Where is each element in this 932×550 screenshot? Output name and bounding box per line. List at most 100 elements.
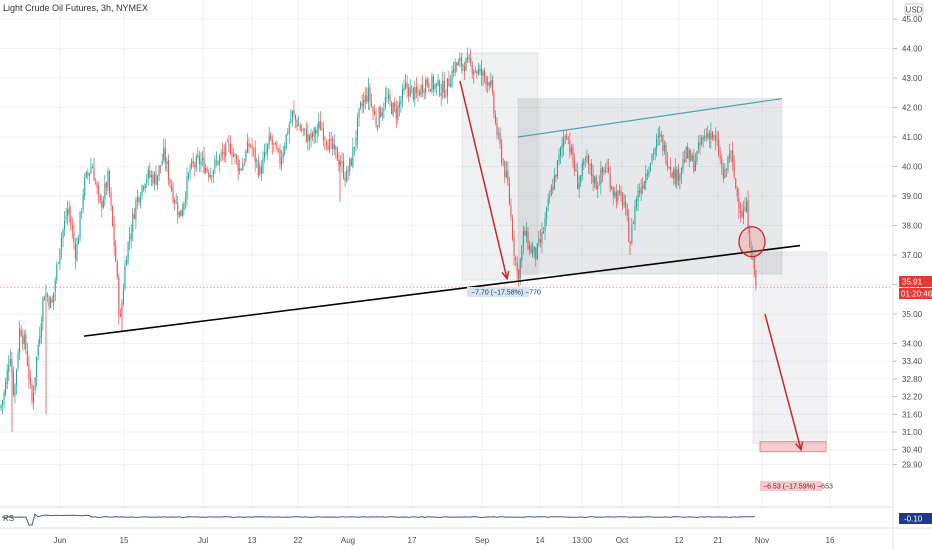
y-tick-label: 31.00: [902, 428, 923, 437]
candle-body: [104, 183, 106, 199]
candle-body: [164, 148, 166, 164]
candle-body: [494, 114, 496, 123]
candle-body: [611, 186, 613, 190]
candle-body: [150, 175, 152, 178]
arrow-shaft[interactable]: [764, 313, 802, 450]
candle-body: [178, 211, 180, 217]
candle-body: [527, 231, 529, 249]
candle-body: [70, 215, 72, 225]
candle-body: [535, 247, 537, 259]
candle-body: [405, 83, 407, 88]
candle-body: [642, 185, 644, 189]
candle-body: [383, 108, 385, 111]
candle-body: [353, 146, 355, 149]
candles[interactable]: [0, 47, 757, 432]
candle-body: [550, 186, 552, 197]
candle-body: [330, 139, 332, 141]
candle-body: [691, 155, 693, 161]
candle-body: [370, 102, 372, 106]
candle-body: [369, 87, 371, 102]
candle-body: [598, 184, 600, 186]
candle-body: [628, 217, 630, 243]
candle-body: [263, 152, 266, 159]
candle-body: [491, 80, 493, 92]
candle-body: [389, 94, 391, 102]
drawings[interactable]: [83, 80, 804, 452]
candle-body: [614, 191, 616, 197]
candle-body: [521, 246, 523, 261]
candle-body: [177, 203, 179, 215]
candle-body: [409, 86, 411, 98]
x-tick-label: 15: [120, 536, 129, 545]
candle-body: [135, 200, 137, 220]
candle-body: [639, 190, 641, 193]
candle-body: [319, 121, 321, 131]
candle-body: [719, 154, 721, 159]
candle-body: [730, 150, 732, 153]
candle-body: [440, 93, 442, 96]
candle-body: [443, 80, 445, 97]
y-tick-label: 33.40: [902, 357, 923, 366]
x-tick-label: 14: [536, 536, 545, 545]
candle-body: [539, 238, 541, 243]
candle-body: [710, 132, 712, 140]
candle-body: [436, 83, 438, 87]
candle-body: [17, 353, 19, 369]
candle-body: [251, 145, 253, 149]
candle-body: [363, 100, 365, 107]
arrow-head[interactable]: [501, 270, 510, 281]
arrow-shaft[interactable]: [459, 80, 508, 279]
measure-projection-label-box: [760, 481, 822, 491]
candle-body: [406, 82, 408, 89]
candle-body: [713, 135, 715, 139]
candle-body: [209, 174, 211, 178]
channel-top-line[interactable]: [517, 98, 783, 138]
y-tick-label: 30.40: [902, 446, 923, 455]
candle-body: [15, 369, 18, 386]
candle-body: [246, 142, 248, 153]
candle-body: [225, 143, 227, 157]
candle-body: [181, 209, 183, 216]
candle-body: [680, 167, 682, 175]
candle-body: [3, 392, 5, 401]
candle-body: [446, 78, 448, 96]
indicator-background: [0, 508, 893, 527]
candle-body: [573, 161, 576, 172]
candle-body: [725, 169, 727, 170]
countdown-tag-box: [899, 288, 932, 299]
plot-area[interactable]: [0, 0, 893, 528]
candle-body: [133, 214, 135, 219]
candle-body: [223, 151, 225, 155]
candle-body: [493, 92, 495, 113]
candle-body: [37, 344, 39, 356]
candle-body: [577, 171, 579, 190]
candle-body: [46, 294, 49, 297]
currency-badge-box[interactable]: [904, 3, 924, 16]
arrow-head[interactable]: [795, 441, 804, 452]
candle-body: [91, 167, 93, 169]
currency-badge[interactable]: USD: [906, 6, 923, 15]
candle-body: [372, 107, 374, 112]
candle-body: [747, 199, 749, 229]
candle-body: [302, 128, 304, 130]
shaded-boxes: [461, 52, 828, 453]
candle-body: [212, 170, 214, 177]
breakout-circle[interactable]: [738, 226, 766, 258]
candle-body: [701, 137, 703, 145]
candle-body: [189, 169, 191, 173]
candle-body: [490, 80, 492, 86]
support-trendline[interactable]: [83, 244, 801, 337]
candle-body: [615, 192, 617, 202]
candle-body: [663, 145, 665, 151]
candle-body: [98, 186, 100, 195]
candle-body: [546, 207, 548, 219]
price-axis[interactable]: 45.00 44.00 43.00 42.00 41.00 40.00 39.00 38.00…: [893, 15, 923, 469]
candle-body: [542, 231, 545, 234]
x-tick-label: Nov: [755, 536, 769, 545]
indicator-label: RS: [3, 514, 14, 523]
time-axis[interactable]: Jun 15 Jul 13 22 Aug 17 Sep 14 13:00 Oct 12 21 Nov 16: [54, 536, 835, 545]
candle-body: [586, 156, 588, 159]
candle-body: [170, 184, 173, 190]
candle-body: [122, 289, 124, 304]
